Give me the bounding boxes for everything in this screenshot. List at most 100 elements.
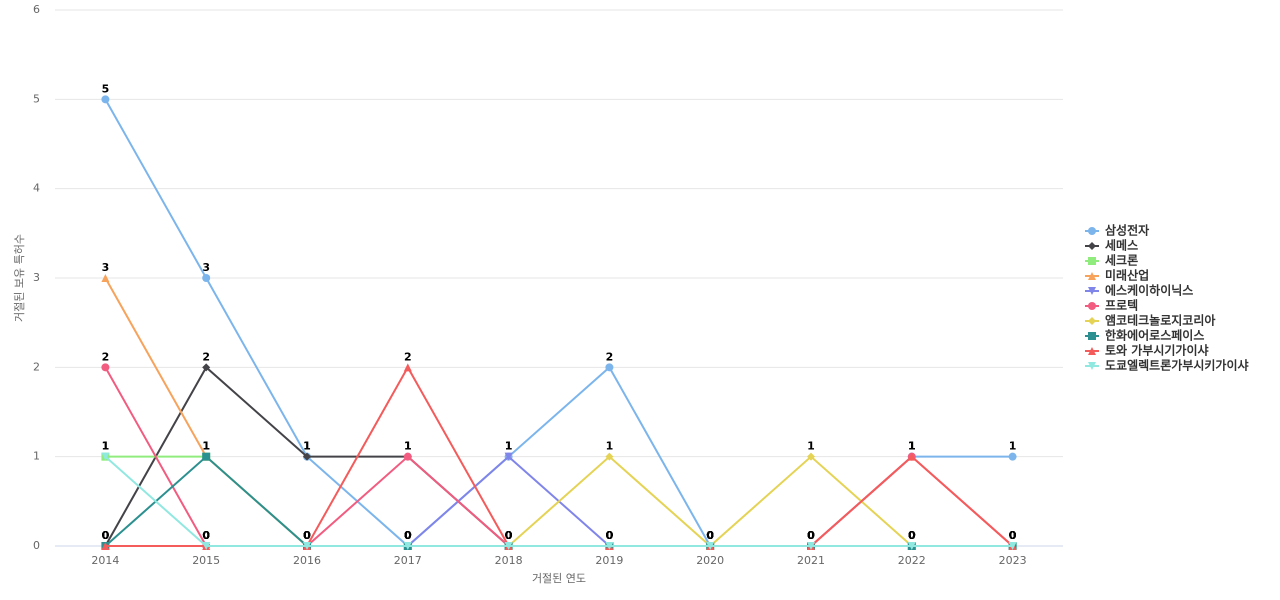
marker: [1088, 317, 1096, 325]
marker: [706, 542, 715, 550]
data-label: 2: [606, 350, 614, 363]
marker: [605, 363, 614, 372]
marker: [403, 542, 412, 550]
marker: [101, 274, 110, 282]
legend-item: 세크론: [1085, 253, 1138, 268]
marker: [202, 274, 211, 282]
legend-label: 에스케이하이닉스: [1105, 283, 1193, 298]
data-label: 1: [303, 440, 311, 453]
data-label: 0: [202, 529, 210, 542]
data-label: 1: [404, 440, 412, 453]
data-label: 0: [1009, 529, 1017, 542]
marker: [202, 363, 211, 372]
data-label: 0: [606, 529, 614, 542]
line: [104, 455, 1013, 547]
data-label: 0: [807, 529, 815, 542]
marker: [1088, 362, 1096, 370]
data-label: 0: [102, 529, 110, 542]
legend-item: 앰코테크놀로지코리아: [1085, 313, 1215, 328]
y-tick-label: 5: [33, 92, 40, 105]
data-label: 0: [908, 529, 916, 542]
data-label: 0: [1009, 529, 1017, 542]
data-label: 0: [303, 529, 311, 542]
data-label: 0: [202, 529, 210, 542]
data-label: 0: [303, 529, 311, 542]
x-tick-label: 2019: [595, 554, 623, 567]
data-label: 0: [606, 529, 614, 542]
data-label: 0: [908, 529, 916, 542]
data-label: 0: [1009, 529, 1017, 542]
marker: [1088, 242, 1096, 250]
legend-label: 도쿄엘렉트론가부시키가이샤: [1105, 358, 1249, 373]
x-tick-label: 2015: [192, 554, 220, 567]
data-label: 0: [807, 529, 815, 542]
data-label: 0: [706, 529, 714, 542]
series: [101, 95, 1017, 550]
data-label: 0: [404, 529, 412, 542]
y-tick-label: 6: [33, 3, 40, 16]
data-label: 2: [404, 350, 412, 363]
marker: [504, 452, 513, 461]
data-label: 0: [303, 529, 311, 542]
data-label: 0: [606, 529, 614, 542]
data-label: 0: [706, 529, 714, 542]
data-label: 0: [706, 529, 714, 542]
data-label: 0: [102, 529, 110, 542]
legend-item: 한화에어로스페이스: [1085, 328, 1204, 343]
data-label: 0: [202, 529, 210, 542]
marker: [907, 542, 916, 550]
line: [104, 98, 1013, 548]
x-tick-label: 2017: [394, 554, 422, 567]
marker: [303, 452, 311, 461]
y-tick-label: 1: [33, 450, 40, 463]
data-label: 0: [505, 529, 513, 542]
data-label: 5: [102, 82, 110, 95]
data-label: 0: [807, 529, 815, 542]
data-label: 1: [908, 440, 916, 453]
data-label: 0: [505, 529, 513, 542]
marker: [202, 452, 211, 461]
x-tick-label: 2018: [495, 554, 523, 567]
marker: [807, 452, 815, 461]
data-label: 1: [303, 440, 311, 453]
data-label: 0: [303, 529, 311, 542]
data-label: 0: [807, 529, 815, 542]
marker: [1088, 287, 1096, 295]
data-label: 0: [505, 529, 513, 542]
y-axis-title: 거절된 보유 특허수: [13, 234, 26, 322]
legend-item: 프로텍: [1085, 298, 1138, 313]
data-label: 0: [908, 529, 916, 542]
data-label: 0: [807, 529, 815, 542]
data-label: 0: [505, 529, 513, 542]
data-label: 0: [706, 529, 714, 542]
data-label: 1: [1009, 440, 1017, 453]
legend-label: 세메스: [1105, 238, 1138, 253]
data-label: 0: [1009, 529, 1017, 542]
data-label: 0: [706, 529, 714, 542]
marker: [403, 363, 412, 372]
data-label: 0: [404, 529, 412, 542]
legend-label: 프로텍: [1105, 298, 1138, 313]
x-tick-label: 2014: [91, 554, 119, 567]
series: [101, 452, 1017, 550]
legend-item: 미래산업: [1085, 268, 1149, 283]
legend-item: 에스케이하이닉스: [1085, 283, 1193, 298]
data-label: 1: [807, 440, 815, 453]
legend-label: 미래산업: [1105, 268, 1149, 283]
y-tick-label: 3: [33, 271, 40, 284]
x-tick-label: 2023: [999, 554, 1027, 567]
data-label: 0: [102, 529, 110, 542]
data-label: 1: [202, 440, 210, 453]
legend-item: 토와 가부시기가이샤: [1085, 343, 1209, 358]
legend-item: 도쿄엘렉트론가부시키가이샤: [1085, 358, 1249, 373]
data-label: 0: [505, 529, 513, 542]
data-label: 1: [606, 440, 614, 453]
marker: [1088, 302, 1096, 310]
legend-item: 세메스: [1085, 238, 1138, 253]
marker: [1008, 452, 1017, 461]
data-label: 0: [404, 529, 412, 542]
data-label: 0: [908, 529, 916, 542]
data-label: 0: [606, 529, 614, 542]
data-label: 0: [303, 529, 311, 542]
